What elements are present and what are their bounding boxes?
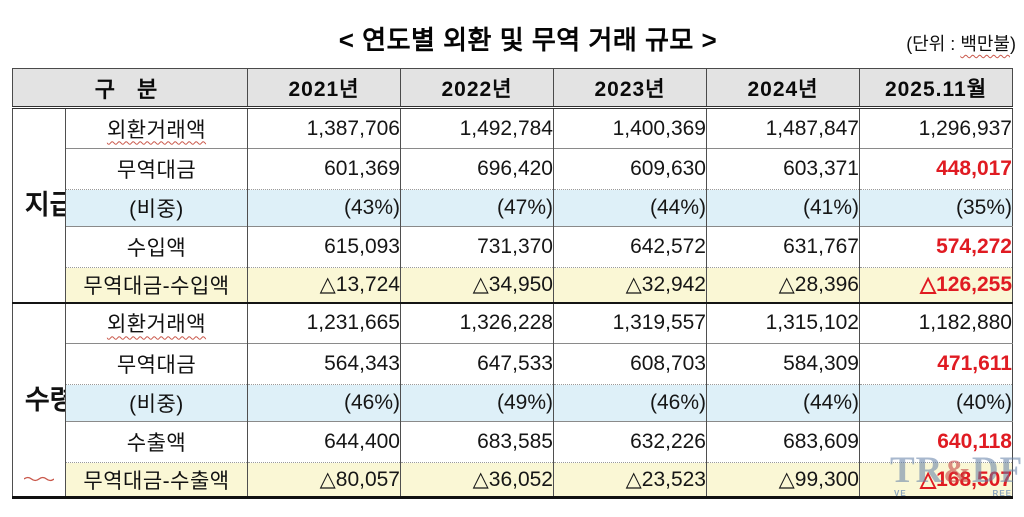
group-label: 수령 — [24, 384, 66, 415]
value-cell: 1,492,784 — [400, 107, 554, 149]
value-cell: (49%) — [400, 384, 554, 422]
table-row-diff: 무역대금-수출액 △80,057 △36,052 △23,523 △99,300… — [13, 462, 1013, 498]
table-row: 무역대금 564,343 647,533 608,703 584,309 471… — [13, 343, 1013, 385]
value-cell: 1,387,706 — [247, 107, 401, 149]
value-cell: 683,585 — [400, 421, 554, 463]
value-cell: (44%) — [706, 384, 860, 422]
row-label: 무역대금 — [65, 343, 248, 385]
value-cell: 632,226 — [553, 421, 707, 463]
value-cell: 642,572 — [553, 226, 707, 268]
year-header-2024: 2024년 — [706, 68, 860, 109]
value-cell: 564,343 — [247, 343, 401, 385]
value-cell-highlight: 448,017 — [859, 148, 1013, 190]
unit-note: (단위 : 백만불) — [906, 30, 1016, 56]
corner-header: 구 분 — [12, 68, 248, 109]
value-cell: 1,319,557 — [553, 301, 707, 344]
value-cell: 731,370 — [400, 226, 554, 268]
value-cell: △23,523 — [553, 462, 707, 498]
group-cell-receipt: 수령 — [12, 301, 66, 498]
value-cell: 601,369 — [247, 148, 401, 190]
value-cell-highlight: 640,118 — [859, 421, 1013, 463]
value-cell: 1,326,228 — [400, 301, 554, 344]
value-cell: 1,231,665 — [247, 301, 401, 344]
value-cell: 1,315,102 — [706, 301, 860, 344]
table-row: 수출액 644,400 683,585 632,226 683,609 640,… — [13, 421, 1013, 463]
table-row-diff: 무역대금-수입액 △13,724 △34,950 △32,942 △28,396… — [13, 267, 1013, 303]
unit-prefix: (단위 : — [906, 34, 961, 54]
value-cell-highlight: 471,611 — [859, 343, 1013, 385]
table-header-row: 구 분 2021년 2022년 2023년 2024년 2025.11월 — [12, 68, 1013, 109]
value-cell: △99,300 — [706, 462, 860, 498]
value-cell: 1,487,847 — [706, 107, 860, 149]
row-label: (비중) — [65, 189, 248, 227]
group-label: 지급 — [24, 190, 66, 221]
value-cell: 696,420 — [400, 148, 554, 190]
row-label: 외환거래액 — [65, 107, 248, 149]
table-row-ratio: (비중) (43%) (47%) (44%) (41%) (35%) — [13, 189, 1013, 227]
value-cell: 1,296,937 — [859, 107, 1013, 149]
value-cell: 644,400 — [247, 421, 401, 463]
table-row: 수령 외환거래액 1,231,665 1,326,228 1,319,557 1… — [12, 301, 1013, 498]
value-cell: 615,093 — [247, 226, 401, 268]
table-row-ratio: (비중) (46%) (49%) (46%) (44%) (40%) — [13, 384, 1013, 422]
value-cell: 584,309 — [706, 343, 860, 385]
page-title: < 연도별 외환 및 무역 거래 규모 > — [338, 25, 718, 55]
row-label: 무역대금-수출액 — [65, 462, 248, 498]
year-header-2021: 2021년 — [247, 68, 401, 109]
row-label: 무역대금-수입액 — [65, 267, 248, 303]
table-row: 무역대금 601,369 696,420 609,630 603,371 448… — [13, 148, 1013, 190]
value-cell: (44%) — [553, 189, 707, 227]
value-cell: △34,950 — [400, 267, 554, 303]
value-cell: (43%) — [247, 189, 401, 227]
table-row: 수입액 615,093 731,370 642,572 631,767 574,… — [13, 226, 1013, 268]
value-cell: (46%) — [553, 384, 707, 422]
value-cell: (40%) — [859, 384, 1013, 422]
spellcheck-squiggle-icon — [24, 476, 54, 482]
value-cell: 609,630 — [553, 148, 707, 190]
value-cell-highlight: △126,255 — [859, 267, 1013, 303]
value-cell: 647,533 — [400, 343, 554, 385]
unit-word: 백만불 — [960, 34, 1010, 54]
value-cell: △32,942 — [553, 267, 707, 303]
fx-trade-table: 구 분 2021년 2022년 2023년 2024년 2025.11월 지급 … — [12, 68, 1013, 499]
value-cell: △13,724 — [247, 267, 401, 303]
year-header-2022: 2022년 — [400, 68, 554, 109]
unit-suffix: ) — [1010, 34, 1016, 54]
value-cell: 631,767 — [706, 226, 860, 268]
value-cell-highlight: 574,272 — [859, 226, 1013, 268]
value-cell: 603,371 — [706, 148, 860, 190]
value-cell: △80,057 — [247, 462, 401, 498]
value-cell: 1,182,880 — [859, 301, 1013, 344]
value-cell: △28,396 — [706, 267, 860, 303]
row-label: 외환거래액 — [65, 301, 248, 344]
title-band: < 연도별 외환 및 무역 거래 규모 > (단위 : 백만불) — [0, 20, 1024, 60]
value-cell: △36,052 — [400, 462, 554, 498]
row-label: 무역대금 — [65, 148, 248, 190]
group-cell-payment: 지급 — [12, 107, 66, 303]
value-cell-highlight: △168,507 — [859, 462, 1013, 498]
year-header-2023: 2023년 — [553, 68, 707, 109]
row-label: (비중) — [65, 384, 248, 422]
table-row: 지급 외환거래액 1,387,706 1,492,784 1,400,369 1… — [12, 107, 1013, 303]
value-cell: 683,609 — [706, 421, 860, 463]
value-cell: (47%) — [400, 189, 554, 227]
year-header-2025-11: 2025.11월 — [859, 68, 1013, 109]
value-cell: 608,703 — [553, 343, 707, 385]
value-cell: 1,400,369 — [553, 107, 707, 149]
row-label: 수출액 — [65, 421, 248, 463]
value-cell: (35%) — [859, 189, 1013, 227]
value-cell: (41%) — [706, 189, 860, 227]
value-cell: (46%) — [247, 384, 401, 422]
row-label: 수입액 — [65, 226, 248, 268]
